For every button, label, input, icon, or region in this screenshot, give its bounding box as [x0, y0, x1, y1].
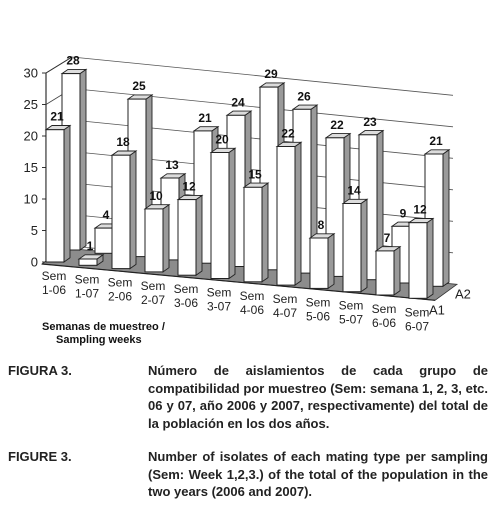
category-label-9: Sem 5-06	[306, 295, 331, 323]
data-label-a1-9: 8	[318, 218, 325, 232]
bar-a1-8	[275, 141, 303, 286]
category-label-11: Sem 6-06	[372, 302, 397, 330]
x-axis-title-line-2: Sampling weeks	[56, 334, 142, 346]
data-labels: 28 4 25 13 21 24 29 26 22 23 9 21 21 1 18 10 12 20 15 22 8 14…	[50, 54, 443, 253]
data-label-a1-1: 21	[50, 110, 64, 124]
gridline	[71, 56, 454, 96]
series-label-a2: A2	[455, 286, 471, 301]
caption-text-en: Number of isolates of each mating type p…	[148, 449, 488, 499]
data-label-a1-10: 14	[347, 184, 361, 198]
category-label-10: Sem 5-07	[339, 299, 364, 327]
data-label-a2-8: 26	[297, 89, 311, 103]
data-label-a1-2: 1	[87, 239, 94, 253]
y-tick-label: 15	[24, 160, 38, 175]
bar-a1-3	[110, 150, 138, 270]
series-label-a1: A1	[429, 302, 445, 317]
bar-a1-4	[143, 203, 171, 273]
category-label-5: Sem 3-06	[174, 282, 199, 310]
data-label-a2-1: 28	[66, 54, 80, 68]
data-label-a2-2: 4	[103, 208, 110, 222]
category-label-2: Sem 1-07	[75, 272, 100, 300]
bar-a1-12	[407, 217, 435, 300]
category-label-3: Sem 2-06	[108, 276, 133, 304]
figure-number-es: FIGURA 3.	[8, 363, 72, 378]
bar-a1-7	[242, 182, 270, 283]
category-label-4: Sem 2-07	[141, 279, 166, 307]
data-label-a2-3: 25	[132, 79, 146, 93]
data-label-a2-6: 24	[231, 95, 245, 109]
data-label-a1-11: 7	[384, 231, 391, 245]
bar-a2-1	[60, 68, 88, 251]
bar-a1-9	[308, 232, 336, 290]
data-label-a1-7: 15	[248, 167, 262, 181]
data-label-a2-12: 21	[429, 134, 443, 148]
y-tick-label: 0	[31, 255, 38, 270]
x-axis-title-line-1: Semanas de muestreo /	[42, 321, 165, 333]
data-label-a1-6: 20	[215, 133, 229, 147]
bar-a1-10	[341, 198, 369, 293]
figure-number-en: FIGURE 3.	[8, 449, 72, 464]
bar-a1-11	[374, 245, 402, 296]
data-label-a1-4: 10	[149, 189, 163, 203]
data-label-a2-4: 13	[165, 158, 179, 172]
category-label-6: Sem 3-07	[207, 286, 232, 314]
caption-text-es: Número de aislamientos de cada grupo de …	[148, 363, 488, 431]
bars	[44, 68, 451, 300]
category-label-12: Sem 6-07	[405, 305, 430, 333]
data-label-a1-8: 22	[281, 127, 295, 141]
category-label-8: Sem 4-07	[273, 292, 298, 320]
data-label-a2-5: 21	[198, 111, 212, 125]
bar-a1-1	[44, 124, 72, 263]
y-tick-label: 20	[24, 129, 38, 144]
chart-3d-bar: 0 5 10 15 20 25 30 28 4 25 13 21 24 29 26 22 23 9 21 21 1 18…	[24, 54, 471, 346]
category-axis-labels: Sem 1-06 Sem 1-07 Sem 2-06 Sem 2-07 Sem 3-06 Sem 3-…	[42, 269, 430, 333]
bar-a1-5	[176, 194, 204, 277]
data-label-a1-12: 12	[413, 203, 427, 217]
figure-caption-spanish: FIGURA 3. Número de aislamientos de cada…	[8, 362, 488, 432]
bar-a1-6	[209, 147, 237, 280]
category-label-1: Sem 1-06	[42, 269, 67, 297]
y-tick-label: 10	[24, 192, 38, 207]
x-axis-line	[41, 263, 436, 301]
data-label-a1-5: 12	[182, 180, 196, 194]
data-label-a1-3: 18	[116, 135, 130, 149]
data-label-a2-9: 22	[330, 118, 344, 132]
y-tick-label: 25	[24, 97, 38, 112]
data-label-a2-7: 29	[264, 67, 278, 81]
y-tick-label: 5	[31, 223, 38, 238]
series-depth-labels: A2 A1	[429, 286, 471, 317]
category-label-7: Sem 4-06	[240, 289, 265, 317]
data-label-a2-11: 9	[400, 206, 407, 220]
data-label-a2-10: 23	[363, 115, 377, 129]
y-tick-label: 30	[24, 66, 38, 81]
y-axis: 0 5 10 15 20 25 30	[24, 56, 73, 270]
bar-a1-2	[77, 253, 105, 267]
figure-caption-english: FIGURE 3. Number of isolates of each mat…	[8, 448, 488, 501]
